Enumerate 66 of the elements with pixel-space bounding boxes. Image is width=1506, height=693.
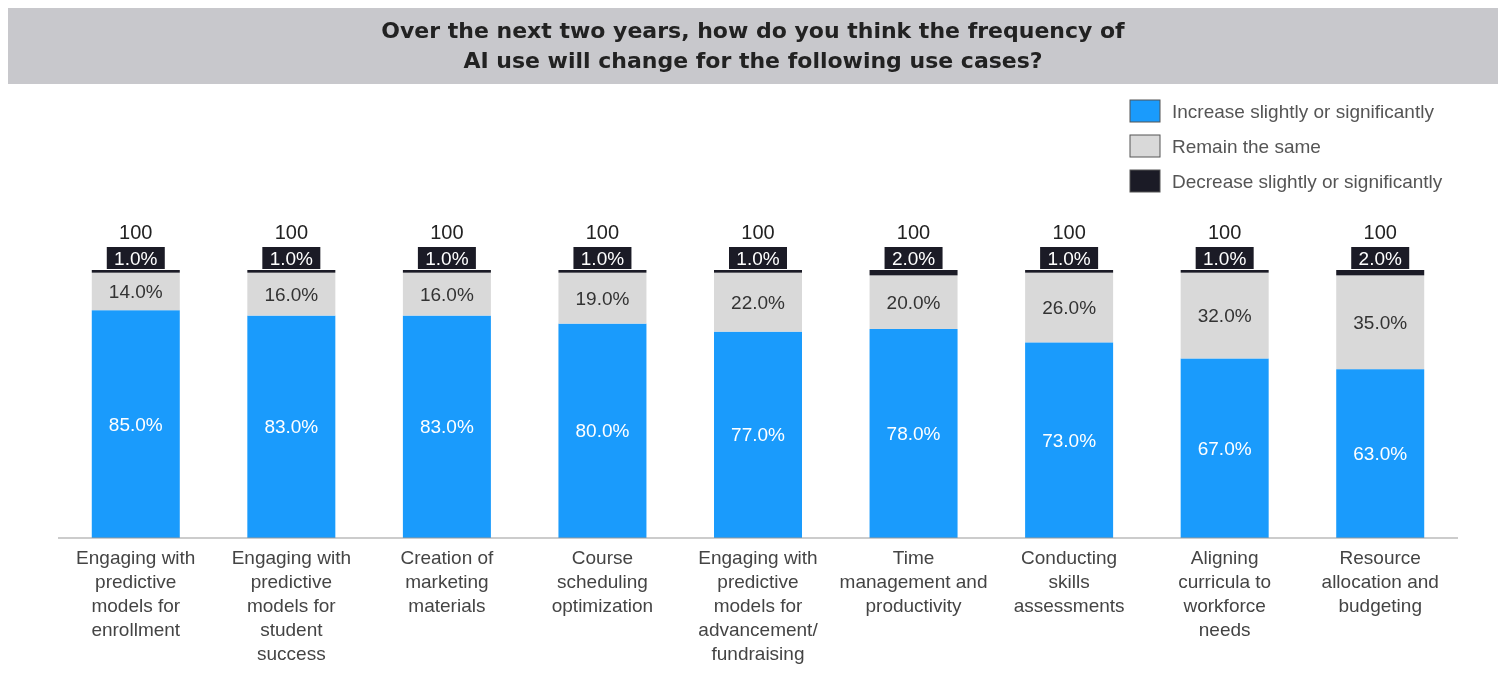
bar — [1025, 272, 1114, 343]
data-label: 32.0% — [1197, 305, 1252, 327]
data-label: 35.0% — [1353, 311, 1408, 333]
data-label: 16.0% — [419, 283, 474, 305]
total-label: 100 — [585, 221, 620, 243]
legend-label: Decrease slightly or significantly — [1172, 170, 1443, 192]
bar — [1336, 369, 1425, 538]
x-tick-label: Aligning curricula to workforce needs — [1178, 547, 1272, 640]
data-label: 20.0% — [886, 291, 941, 313]
data-label: 67.0% — [1197, 437, 1252, 459]
chart-title: Over the next two years, how do you think the frequency of AI use will change for the following use cases? — [381, 18, 1126, 73]
bar — [402, 315, 491, 538]
data-label: 2.0% — [1358, 247, 1402, 269]
data-label: 80.0% — [575, 420, 630, 442]
bar — [869, 275, 958, 329]
bar — [558, 323, 647, 538]
data-label: 85.0% — [108, 413, 163, 435]
total-label: 100 — [1363, 221, 1397, 243]
legend-label: Increase slightly or significantly — [1172, 100, 1435, 122]
data-label: 1.0% — [269, 247, 314, 269]
total-label: 100 — [274, 221, 309, 243]
data-label: 22.0% — [731, 291, 786, 313]
x-tick-label: Creation of marketing materials — [400, 547, 495, 616]
bar — [91, 310, 180, 538]
bar — [714, 272, 802, 332]
x-tick-label: Engaging with predictive models for advancement/fundraising — [698, 547, 819, 664]
data-label: 83.0% — [264, 416, 319, 438]
bar — [1025, 342, 1114, 538]
bar — [1336, 275, 1425, 370]
legend-label: Remain the same — [1172, 135, 1321, 157]
bar — [558, 272, 647, 324]
total-label: 100 — [1207, 221, 1242, 243]
bar — [402, 272, 491, 316]
data-label: 83.0% — [419, 416, 474, 438]
data-label: 1.0% — [114, 247, 158, 269]
x-tick-label: Engaging with predictive models for enrollment — [76, 547, 196, 640]
x-tick-label: Conducting skills assessments — [1013, 547, 1125, 616]
bar — [247, 315, 336, 538]
total-label: 100 — [741, 221, 775, 243]
data-label: 16.0% — [264, 283, 319, 305]
bar — [869, 328, 958, 538]
data-label: 1.0% — [1203, 247, 1247, 269]
total-label: 100 — [896, 221, 931, 243]
bar — [247, 272, 336, 316]
x-tick-label: Engaging with predictive models for student success — [231, 547, 352, 664]
data-label: 1.0% — [1047, 247, 1091, 269]
data-label: 78.0% — [886, 423, 941, 445]
data-label: 1.0% — [425, 247, 469, 269]
data-label: 26.0% — [1042, 297, 1097, 319]
x-tick-label: Time management and productivity — [839, 547, 988, 616]
bar — [1180, 358, 1269, 538]
data-label: 1.0% — [736, 247, 780, 269]
data-label: 19.0% — [575, 287, 630, 309]
data-label: 77.0% — [731, 424, 786, 446]
x-tick-label: Course scheduling optimization — [551, 547, 654, 616]
bar — [714, 331, 802, 538]
total-label: 100 — [430, 221, 464, 243]
data-label: 1.0% — [580, 247, 625, 269]
bar — [1180, 272, 1269, 359]
data-label: 14.0% — [108, 281, 163, 303]
data-label: 63.0% — [1353, 443, 1408, 465]
total-label: 100 — [1052, 221, 1086, 243]
data-label: 73.0% — [1042, 429, 1097, 451]
total-label: 100 — [119, 221, 153, 243]
x-tick-label: Resource allocation and budgeting — [1321, 547, 1439, 616]
data-label: 2.0% — [891, 247, 936, 269]
